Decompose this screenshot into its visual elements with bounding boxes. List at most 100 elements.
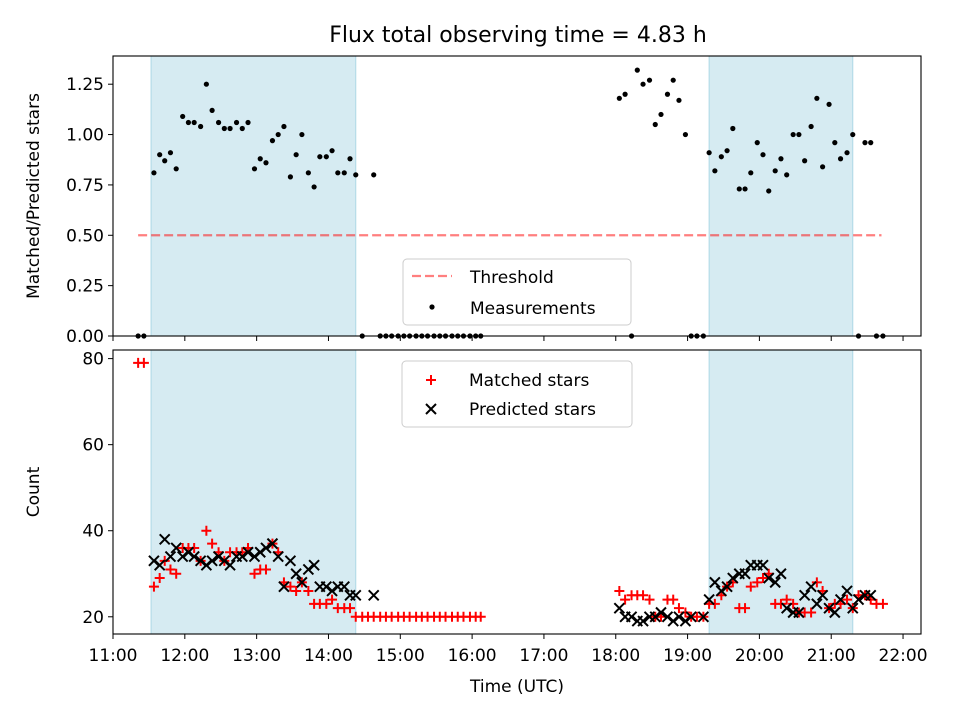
legend-matched-label: Matched stars [469,371,589,391]
data-point [752,577,763,588]
data-point [811,577,822,588]
x-tick-label: 21:00 [807,646,856,666]
data-point [763,572,775,584]
data-point [682,131,689,138]
data-point [278,580,290,593]
data-point [811,598,823,610]
data-point [159,533,171,546]
data-point [475,611,486,622]
data-point [173,166,179,172]
data-point [816,589,829,601]
data-point [622,91,628,97]
data-point [613,602,626,614]
data-point [637,615,649,627]
data-point [724,148,730,154]
data-point [138,357,149,368]
x-tick-label: 15:00 [376,646,425,666]
data-point [201,525,212,536]
data-point [644,594,655,605]
data-point [284,555,297,567]
data-point [646,77,653,83]
data-point [649,611,661,623]
data-point [148,555,160,567]
data-point [291,585,302,596]
legend-measurements-swatch [429,304,435,310]
y-tick-label: 20 [82,608,104,628]
data-point [715,585,728,597]
data-point [153,559,166,571]
x-tick-label: 20:00 [735,646,784,666]
data-point [299,131,305,138]
legend-predicted-label: Predicted stars [469,400,596,420]
y-tick-label: 0.25 [66,277,104,297]
data-point [638,590,649,601]
data-point [326,585,338,597]
top-panel: 0.00 0.25 0.50 0.75 1.00 1.25 Matched/Predicte… [24,55,922,347]
data-point [808,123,814,130]
data-point [368,589,380,601]
data-point [769,576,781,589]
data-point [841,585,853,597]
data-point [188,550,200,563]
data-point [745,581,756,592]
data-point [323,154,329,160]
data-point [272,550,284,563]
data-point [239,125,245,132]
data-point [281,123,287,130]
data-point [311,184,317,190]
data-point [338,580,350,593]
x-tick-label: 13:00 [232,646,281,666]
data-point [740,603,751,614]
data-point [775,568,787,580]
legend: Threshold Measurements [402,258,632,326]
data-point [248,550,261,563]
data-point [620,594,631,605]
data-point [321,598,332,609]
data-point [329,148,335,154]
data-point [616,95,622,101]
data-point [793,606,805,619]
data-point [171,568,182,579]
data-point [754,140,760,146]
x-tick-label: 11:00 [89,646,138,666]
data-point [781,594,792,605]
data-point [834,593,847,606]
data-point [296,576,308,589]
data-point [290,568,302,580]
data-point [167,150,174,156]
data-point [798,589,811,601]
y-tick-label: 1.25 [66,75,104,95]
data-point [263,160,269,166]
data-point [185,119,192,126]
data-point [251,166,258,172]
data-point [697,611,710,623]
x-tick-label: 12:00 [160,646,209,666]
data-point [162,158,168,164]
x-axis-label: Time (UTC) [469,677,564,697]
data-point [775,598,786,609]
data-point [180,113,186,120]
data-point [634,67,640,73]
data-point [802,158,808,164]
data-point [335,170,341,176]
data-point [317,154,323,160]
data-point [614,585,625,596]
data-point [709,576,721,589]
data-point [865,589,877,601]
data-point [266,537,279,550]
legend-matched-swatch [426,375,436,385]
data-point [685,611,697,623]
data-point [194,555,207,567]
data-point [209,107,215,113]
data-point [200,559,213,571]
data-point [721,580,733,593]
data-point [820,164,826,170]
data-point [664,91,671,97]
data-point [254,546,266,558]
data-point [757,559,769,571]
shaded-span [150,349,357,635]
data-point [670,77,676,83]
data-point [712,168,718,174]
data-point [207,538,218,549]
y-tick-label: 60 [82,436,104,456]
